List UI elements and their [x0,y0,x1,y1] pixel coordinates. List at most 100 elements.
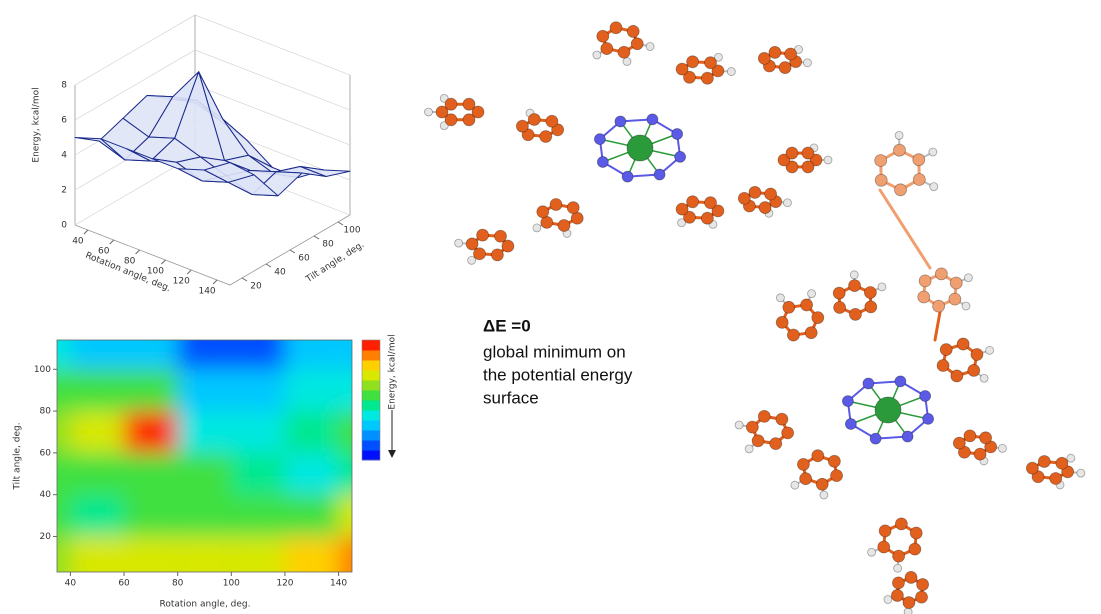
colorbar-swatch [362,410,380,421]
atom [424,107,433,117]
atom [674,150,687,163]
atom [784,47,797,61]
contour-cell [124,411,178,453]
atom [549,198,563,211]
z-tick-label: 8 [61,81,67,91]
atom [757,52,771,65]
atom [778,61,792,74]
atom [626,25,640,38]
grid-line [74,49,351,121]
y-tick-label: 40 [274,268,286,278]
axis-label: Rotation angle, deg. [159,600,250,610]
contour-cell [177,536,232,572]
atom [961,301,971,311]
atom [683,70,696,84]
contour-cell [70,369,125,412]
y-tick-label: 40 [40,490,52,500]
contour-cell [231,369,285,412]
x-tick [186,269,192,275]
contour-cell [284,411,339,453]
atom [744,444,754,454]
atom [521,128,535,142]
atom [877,282,887,292]
atom [912,173,926,186]
atom [970,348,984,361]
z-tick-label: 6 [61,116,67,126]
atom [929,182,939,192]
atom [617,45,631,59]
colorbar-swatch [362,390,380,401]
contour-cell [57,411,71,453]
atom [915,590,928,604]
contour-cell [177,452,232,495]
contour-cells [57,340,352,572]
atom [844,418,857,430]
atom [874,154,888,167]
atom [785,160,799,174]
atom [700,71,714,85]
atom [894,375,907,388]
x-tick-label: 40 [65,579,77,589]
x-tick-label: 140 [198,287,215,297]
atom [867,547,876,557]
atom [964,273,973,283]
atom [734,420,744,430]
atom [1055,456,1069,470]
x-tick-label: 100 [147,267,164,277]
x-tick [161,259,166,265]
contour-cell [124,494,178,537]
atom [849,307,862,321]
atom [473,247,486,261]
y-tick-label: 80 [40,407,52,417]
atom [515,119,529,133]
contour-cell [284,494,339,537]
atom [807,289,816,299]
atom [800,298,814,312]
contour-cell [284,340,339,370]
atom [979,373,989,383]
contour-cell [284,369,339,412]
atom [704,196,717,210]
atom [700,211,714,225]
x-tick [212,279,218,285]
atom [918,274,932,288]
atom [600,42,614,55]
atom [832,286,846,300]
atom [874,396,902,424]
colorbar-swatch [362,400,380,411]
contour-cell [57,494,71,537]
x-tick [109,239,115,245]
atom [967,364,981,377]
atom [1066,453,1076,463]
colorbar-label: Energy, kcal/mol [388,334,398,409]
atom [764,187,777,201]
z-tick-label: 4 [61,151,67,161]
atom [909,526,923,540]
contour-cell [57,340,71,370]
atom [1025,461,1039,475]
atom [527,113,541,126]
atom [646,113,659,126]
x-tick [83,229,89,235]
atom [596,156,609,168]
atom [439,93,449,103]
atom [893,563,902,573]
atom [803,58,812,68]
atom [892,576,905,590]
atom [675,202,689,216]
y-tick-label: 100 [34,365,51,375]
atom [726,67,736,76]
colorbar-swatch [362,420,380,431]
atom [775,315,789,329]
atom [848,279,861,293]
atom [622,57,632,66]
atom [686,55,700,69]
atom [444,97,458,111]
x-tick-label: 120 [173,277,190,287]
atom [956,337,970,351]
y-tick [289,249,296,254]
atom [811,311,825,325]
atom [917,290,931,304]
axis-label: Tilt angle, deg. [13,422,23,490]
